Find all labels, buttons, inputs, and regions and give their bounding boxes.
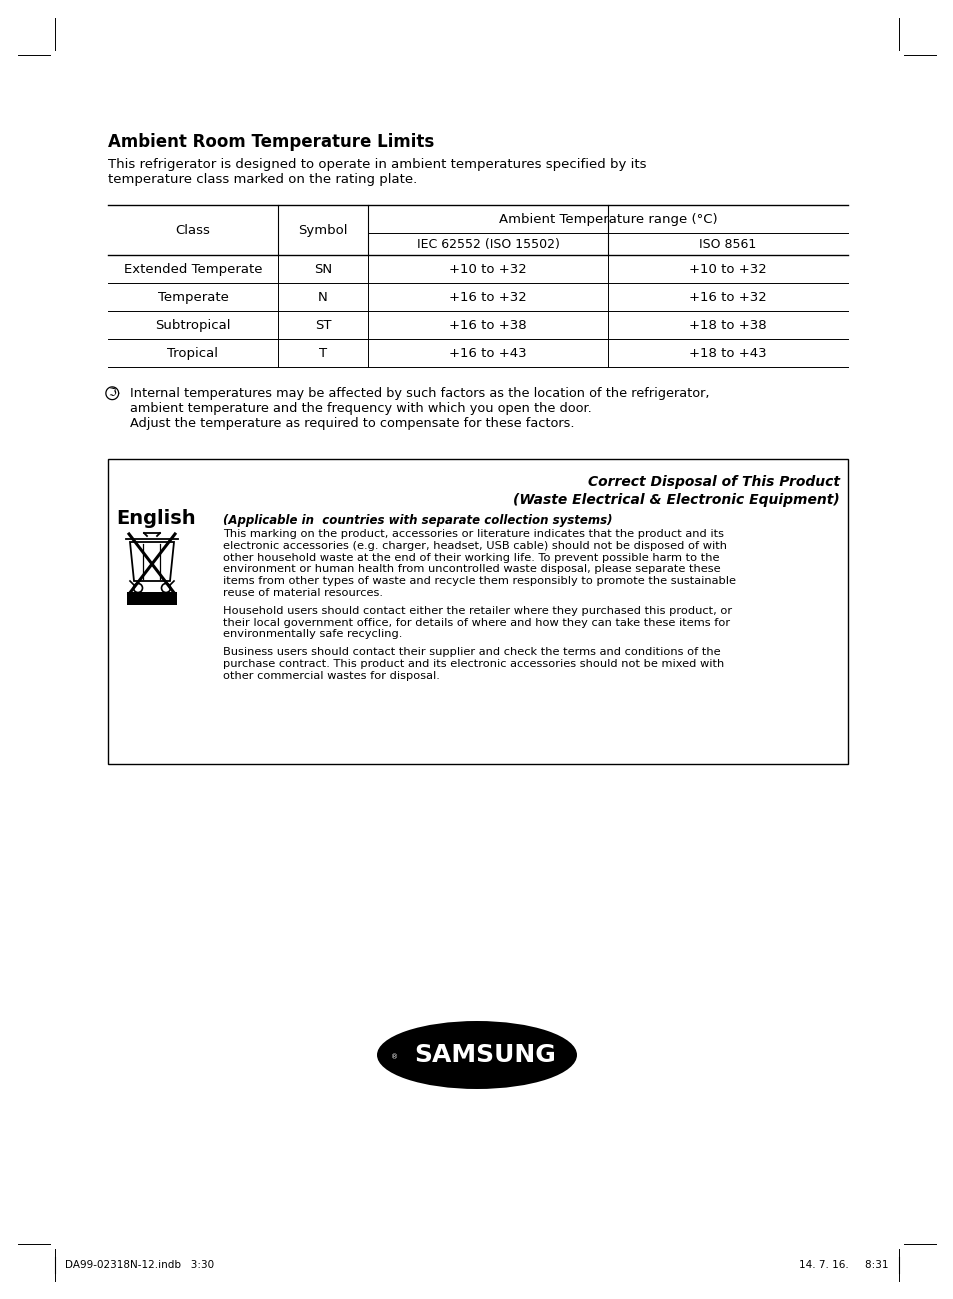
Text: Internal temperatures may be affected by such factors as the location of the ref: Internal temperatures may be affected by…: [130, 387, 709, 430]
Text: +10 to +32: +10 to +32: [688, 262, 766, 275]
Text: other household waste at the end of their working life. To prevent possible harm: other household waste at the end of thei…: [223, 552, 719, 562]
Text: their local government office, for details of where and how they can take these : their local government office, for detai…: [223, 617, 729, 627]
Text: +10 to +32: +10 to +32: [449, 262, 526, 275]
Text: Subtropical: Subtropical: [155, 318, 231, 331]
Text: other commercial wastes for disposal.: other commercial wastes for disposal.: [223, 670, 439, 681]
Text: Household users should contact either the retailer where they purchased this pro: Household users should contact either th…: [223, 605, 731, 616]
Text: +18 to +38: +18 to +38: [688, 318, 766, 331]
Text: +16 to +32: +16 to +32: [688, 291, 766, 304]
Text: IEC 62552 (ISO 15502): IEC 62552 (ISO 15502): [416, 238, 558, 251]
Text: reuse of material resources.: reuse of material resources.: [223, 588, 382, 598]
Text: +16 to +38: +16 to +38: [449, 318, 526, 331]
Text: electronic accessories (e.g. charger, headset, USB cable) should not be disposed: electronic accessories (e.g. charger, he…: [223, 540, 726, 551]
Text: N: N: [317, 291, 328, 304]
Text: (Waste Electrical & Electronic Equipment): (Waste Electrical & Electronic Equipment…: [513, 494, 840, 507]
Text: Business users should contact their supplier and check the terms and conditions : Business users should contact their supp…: [223, 647, 720, 657]
Text: Class: Class: [175, 223, 211, 236]
Text: ISO 8561: ISO 8561: [699, 238, 756, 251]
Text: Correct Disposal of This Product: Correct Disposal of This Product: [587, 475, 840, 488]
Bar: [127, 592, 177, 605]
Text: Temperate: Temperate: [157, 291, 228, 304]
Text: DA99-02318N-12.indb   3:30: DA99-02318N-12.indb 3:30: [65, 1260, 213, 1270]
Text: Ambient Temperature range (°C): Ambient Temperature range (°C): [498, 213, 717, 226]
Text: This refrigerator is designed to operate in ambient temperatures specified by it: This refrigerator is designed to operate…: [108, 158, 646, 186]
Ellipse shape: [376, 1021, 577, 1089]
Text: purchase contract. This product and its electronic accessories should not be mix: purchase contract. This product and its …: [223, 659, 723, 669]
Text: (Applicable in  countries with separate collection systems): (Applicable in countries with separate c…: [223, 514, 612, 527]
Text: environmentally safe recycling.: environmentally safe recycling.: [223, 630, 402, 639]
Text: +16 to +32: +16 to +32: [449, 291, 526, 304]
Text: Symbol: Symbol: [298, 223, 348, 236]
Text: T: T: [318, 347, 327, 360]
Text: ℑ: ℑ: [109, 388, 116, 399]
Text: English: English: [116, 509, 195, 527]
Text: SN: SN: [314, 262, 332, 275]
Text: Ambient Room Temperature Limits: Ambient Room Temperature Limits: [108, 132, 434, 151]
Text: environment or human health from uncontrolled waste disposal, please separate th: environment or human health from uncontr…: [223, 564, 720, 574]
Text: Tropical: Tropical: [168, 347, 218, 360]
Text: ®: ®: [391, 1053, 398, 1060]
Text: Extended Temperate: Extended Temperate: [124, 262, 262, 275]
Text: ST: ST: [314, 318, 331, 331]
Text: items from other types of waste and recycle them responsibly to promote the sust: items from other types of waste and recy…: [223, 577, 735, 586]
Bar: [108, 459, 847, 764]
Text: +18 to +43: +18 to +43: [688, 347, 766, 360]
Text: +16 to +43: +16 to +43: [449, 347, 526, 360]
Text: 14. 7. 16.     8:31: 14. 7. 16. 8:31: [799, 1260, 888, 1270]
Text: SAMSUNG: SAMSUNG: [414, 1043, 556, 1066]
Text: This marking on the product, accessories or literature indicates that the produc: This marking on the product, accessories…: [223, 529, 723, 539]
